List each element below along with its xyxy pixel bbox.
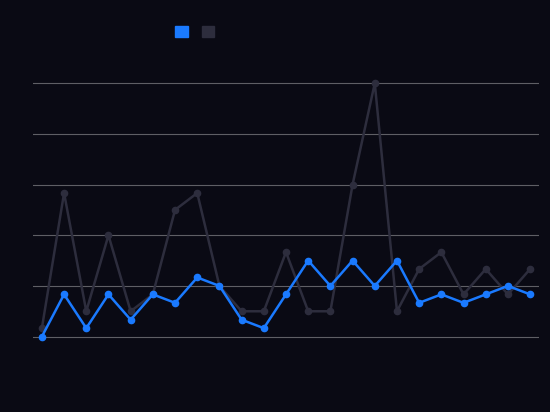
Legend: , : , (173, 23, 217, 42)
